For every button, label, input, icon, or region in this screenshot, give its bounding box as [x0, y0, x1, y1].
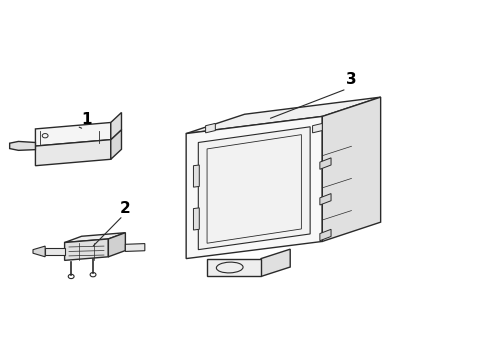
Polygon shape	[193, 165, 199, 187]
Text: 1: 1	[81, 112, 92, 127]
Polygon shape	[33, 246, 45, 257]
Polygon shape	[64, 233, 125, 243]
Polygon shape	[35, 140, 111, 166]
Polygon shape	[186, 97, 380, 134]
Polygon shape	[125, 244, 144, 251]
Polygon shape	[111, 112, 121, 140]
Polygon shape	[206, 258, 261, 276]
Polygon shape	[64, 239, 108, 260]
Polygon shape	[205, 123, 215, 133]
Polygon shape	[312, 123, 322, 133]
Polygon shape	[322, 97, 380, 242]
Polygon shape	[111, 130, 121, 159]
Polygon shape	[319, 229, 330, 241]
Polygon shape	[35, 122, 111, 146]
Text: 3: 3	[346, 72, 356, 87]
Text: 2: 2	[120, 201, 130, 216]
Polygon shape	[261, 249, 289, 276]
Polygon shape	[108, 233, 125, 257]
Polygon shape	[186, 116, 322, 258]
Polygon shape	[45, 248, 64, 255]
Polygon shape	[319, 194, 330, 205]
Polygon shape	[319, 158, 330, 169]
Polygon shape	[10, 141, 35, 150]
Polygon shape	[198, 127, 309, 249]
Polygon shape	[193, 208, 199, 230]
